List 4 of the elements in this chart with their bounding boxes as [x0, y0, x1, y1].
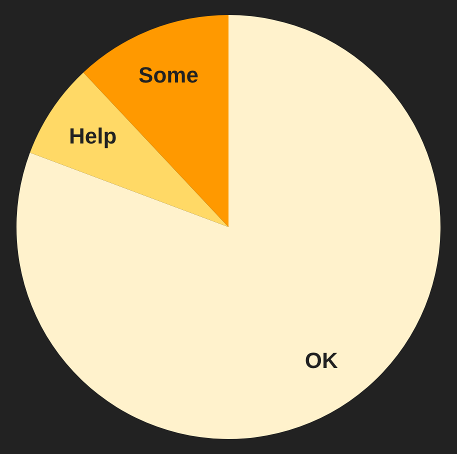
pie-slice: [16, 15, 440, 439]
slice-label: OK: [304, 348, 338, 373]
slice-label: Help: [68, 124, 117, 149]
slice-label: Some: [138, 62, 198, 88]
